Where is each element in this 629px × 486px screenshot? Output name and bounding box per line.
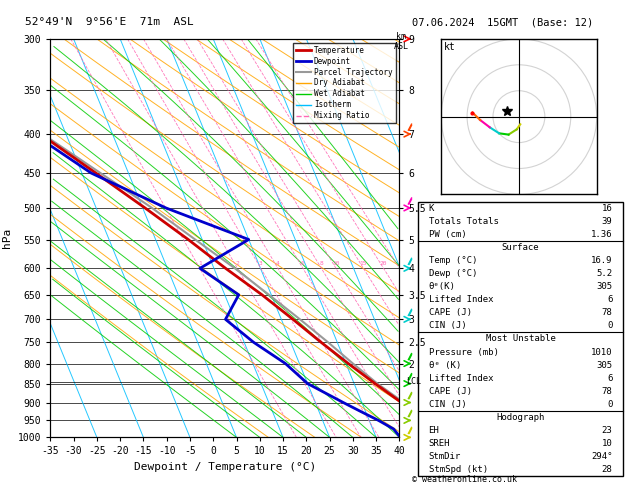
Text: CIN (J): CIN (J)	[428, 321, 466, 330]
Text: 28: 28	[602, 465, 613, 474]
Text: Pressure (mb): Pressure (mb)	[428, 347, 498, 357]
Text: 305: 305	[596, 282, 613, 291]
Text: StmDir: StmDir	[428, 452, 461, 461]
Text: 20: 20	[380, 261, 387, 266]
Text: CAPE (J): CAPE (J)	[428, 387, 472, 396]
Text: 39: 39	[602, 217, 613, 226]
Y-axis label: hPa: hPa	[3, 228, 12, 248]
Text: 0: 0	[607, 400, 613, 409]
Text: K: K	[428, 204, 434, 213]
Text: θᵉ(K): θᵉ(K)	[428, 282, 455, 291]
Text: EH: EH	[428, 426, 439, 435]
Text: Surface: Surface	[502, 243, 539, 252]
Text: 1: 1	[198, 261, 201, 266]
Text: 8: 8	[320, 261, 323, 266]
Text: 07.06.2024  15GMT  (Base: 12): 07.06.2024 15GMT (Base: 12)	[412, 17, 593, 27]
Text: Totals Totals: Totals Totals	[428, 217, 498, 226]
Text: LCL: LCL	[406, 377, 421, 386]
Text: 294°: 294°	[591, 452, 613, 461]
Text: Lifted Index: Lifted Index	[428, 374, 493, 382]
Text: 6: 6	[301, 261, 305, 266]
Text: 16: 16	[602, 204, 613, 213]
Text: Dewp (°C): Dewp (°C)	[428, 269, 477, 278]
Text: θᵉ (K): θᵉ (K)	[428, 361, 461, 370]
Text: PW (cm): PW (cm)	[428, 230, 466, 239]
Text: 78: 78	[602, 387, 613, 396]
Text: 1.36: 1.36	[591, 230, 613, 239]
Text: © weatheronline.co.uk: © weatheronline.co.uk	[412, 474, 517, 484]
Text: 10: 10	[332, 261, 340, 266]
Text: km
ASL: km ASL	[394, 32, 409, 51]
Text: 23: 23	[602, 426, 613, 435]
Text: 78: 78	[602, 308, 613, 317]
Text: 305: 305	[596, 361, 613, 370]
Text: 3: 3	[259, 261, 262, 266]
Text: 4: 4	[276, 261, 280, 266]
Text: 6: 6	[607, 295, 613, 304]
Text: 10: 10	[602, 439, 613, 448]
Text: CIN (J): CIN (J)	[428, 400, 466, 409]
Text: Most Unstable: Most Unstable	[486, 334, 555, 344]
Text: 0: 0	[607, 321, 613, 330]
Text: Temp (°C): Temp (°C)	[428, 256, 477, 265]
Text: SREH: SREH	[428, 439, 450, 448]
Text: 15: 15	[360, 261, 367, 266]
Text: 5.2: 5.2	[596, 269, 613, 278]
Text: Lifted Index: Lifted Index	[428, 295, 493, 304]
Text: 6: 6	[607, 374, 613, 382]
Text: 2: 2	[235, 261, 239, 266]
Text: kt: kt	[444, 42, 456, 52]
Text: 52°49'N  9°56'E  71m  ASL: 52°49'N 9°56'E 71m ASL	[25, 17, 194, 27]
X-axis label: Dewpoint / Temperature (°C): Dewpoint / Temperature (°C)	[134, 462, 316, 472]
Text: StmSpd (kt): StmSpd (kt)	[428, 465, 487, 474]
Legend: Temperature, Dewpoint, Parcel Trajectory, Dry Adiabat, Wet Adiabat, Isotherm, Mi: Temperature, Dewpoint, Parcel Trajectory…	[292, 43, 396, 123]
Text: 16.9: 16.9	[591, 256, 613, 265]
Text: 1010: 1010	[591, 347, 613, 357]
Text: Hodograph: Hodograph	[496, 413, 545, 422]
Text: CAPE (J): CAPE (J)	[428, 308, 472, 317]
